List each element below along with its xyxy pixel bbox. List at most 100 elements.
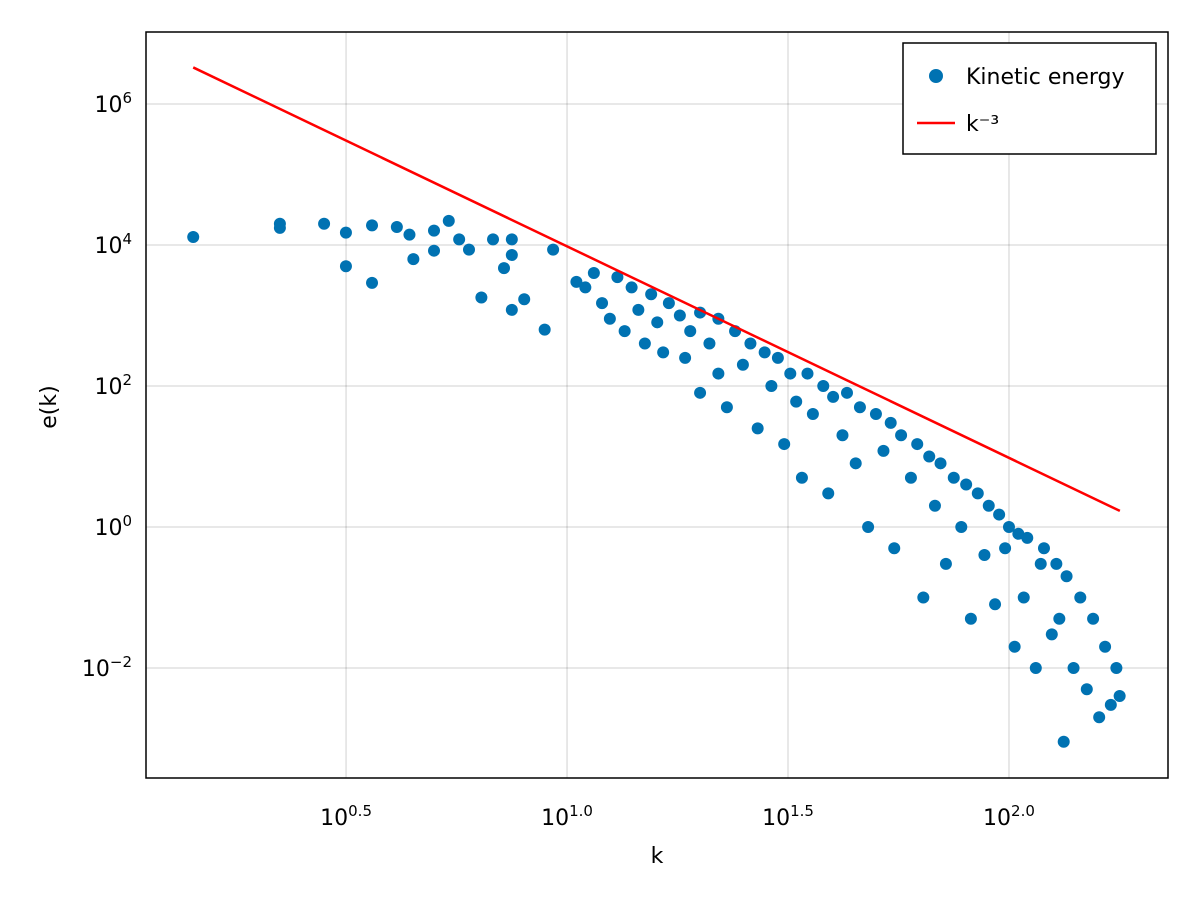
scatter-point [547,243,560,256]
scatter-point [971,487,984,500]
scatter-point [505,233,518,246]
scatter-point [1104,698,1117,711]
scatter-point [187,230,200,243]
scatter-point [853,401,866,414]
scatter-point [869,408,882,421]
scatter-point [596,297,609,310]
scatter-point [923,450,936,463]
scatter-point [1008,640,1021,653]
scatter-point [673,309,686,322]
scatter-point [827,390,840,403]
scatter-point [694,386,707,399]
y-axis-label: e(k) [37,385,62,428]
tick-base: 10 [94,375,122,400]
scatter-point [684,325,697,338]
scatter-point [778,438,791,451]
scatter-point [579,281,592,294]
scatter-point [849,457,862,470]
tick-label: 100.5 [320,802,372,831]
scatter-point [366,276,379,289]
tick-base: 10 [983,806,1011,831]
scatter-point [603,312,616,325]
scatter-point [939,557,952,570]
scatter-point [1110,661,1123,674]
scatter-point [1093,711,1106,724]
scatter-point [538,323,551,336]
scatter-point [487,233,500,246]
scatter-point [1057,735,1070,748]
scatter-point [1113,690,1126,703]
scatter-point [625,281,638,294]
scatter-point [662,297,675,310]
tick-exponent: 1.5 [790,802,814,820]
scatter-point [1034,557,1047,570]
grid [146,32,1168,778]
legend-label: Kinetic energy [966,65,1125,90]
scatter-point [679,351,692,364]
tick-label: 101.0 [541,802,593,831]
scatter-point [632,303,645,316]
scatter-point [428,224,441,237]
scatter-point [1053,612,1066,625]
scatter-point [712,367,725,380]
scatter-point [428,244,441,257]
scatter-point [1045,628,1058,641]
scatter-point [964,612,977,625]
scatter-point [895,429,908,442]
scatter-point [407,253,420,266]
scatter-point [736,358,749,371]
tick-label: 104 [94,230,132,259]
scatter-point [339,260,352,273]
scatter-point [462,243,475,256]
scatter-point [570,275,583,288]
scatter-point [784,367,797,380]
tick-base: 10 [762,806,790,831]
scatter-point [505,249,518,262]
scatter-point [862,520,875,533]
scatter-point [822,487,835,500]
scatter-point [806,408,819,421]
scatter-point [1087,612,1100,625]
scatter-point [947,471,960,484]
legend-swatch [929,69,943,83]
scatter-point [765,379,778,392]
tick-label: 101.5 [762,802,814,831]
scatter-point [836,429,849,442]
tick-exponent: 2.0 [1011,802,1035,820]
plot-marks [187,66,1126,748]
scatter-point [917,591,930,604]
tick-exponent: 0 [122,512,132,530]
scatter-point [651,316,664,329]
scatter-point [1099,640,1112,653]
scatter-point [453,233,466,246]
scatter-point [638,337,651,350]
plot-frame [145,31,1169,779]
scatter-point [703,337,716,350]
scatter-point [1029,661,1042,674]
scatter-point [1080,683,1093,696]
scatter-point [795,471,808,484]
scatter-point [744,337,757,350]
tick-label: 102 [94,371,132,400]
scatter-point [1060,570,1073,583]
tick-exponent: 2 [122,371,132,389]
scatter-point [318,217,331,230]
scatter-point [587,267,600,280]
scatter-point [339,226,352,239]
scatter-point [505,303,518,316]
tick-base: 10 [94,516,122,541]
x-axis-label: k [651,844,664,869]
scatter-point [982,499,995,512]
scatter-point [911,438,924,451]
legend-box [902,42,1157,155]
scatter-point [934,457,947,470]
scatter-point [993,508,1006,521]
tick-exponent: 0.5 [348,802,372,820]
scatter-point [960,478,973,491]
scatter-point [1037,542,1050,555]
legend: Kinetic energy k⁻³ [902,42,1157,155]
scatter-point [1002,520,1015,533]
scatter-point [273,221,286,234]
